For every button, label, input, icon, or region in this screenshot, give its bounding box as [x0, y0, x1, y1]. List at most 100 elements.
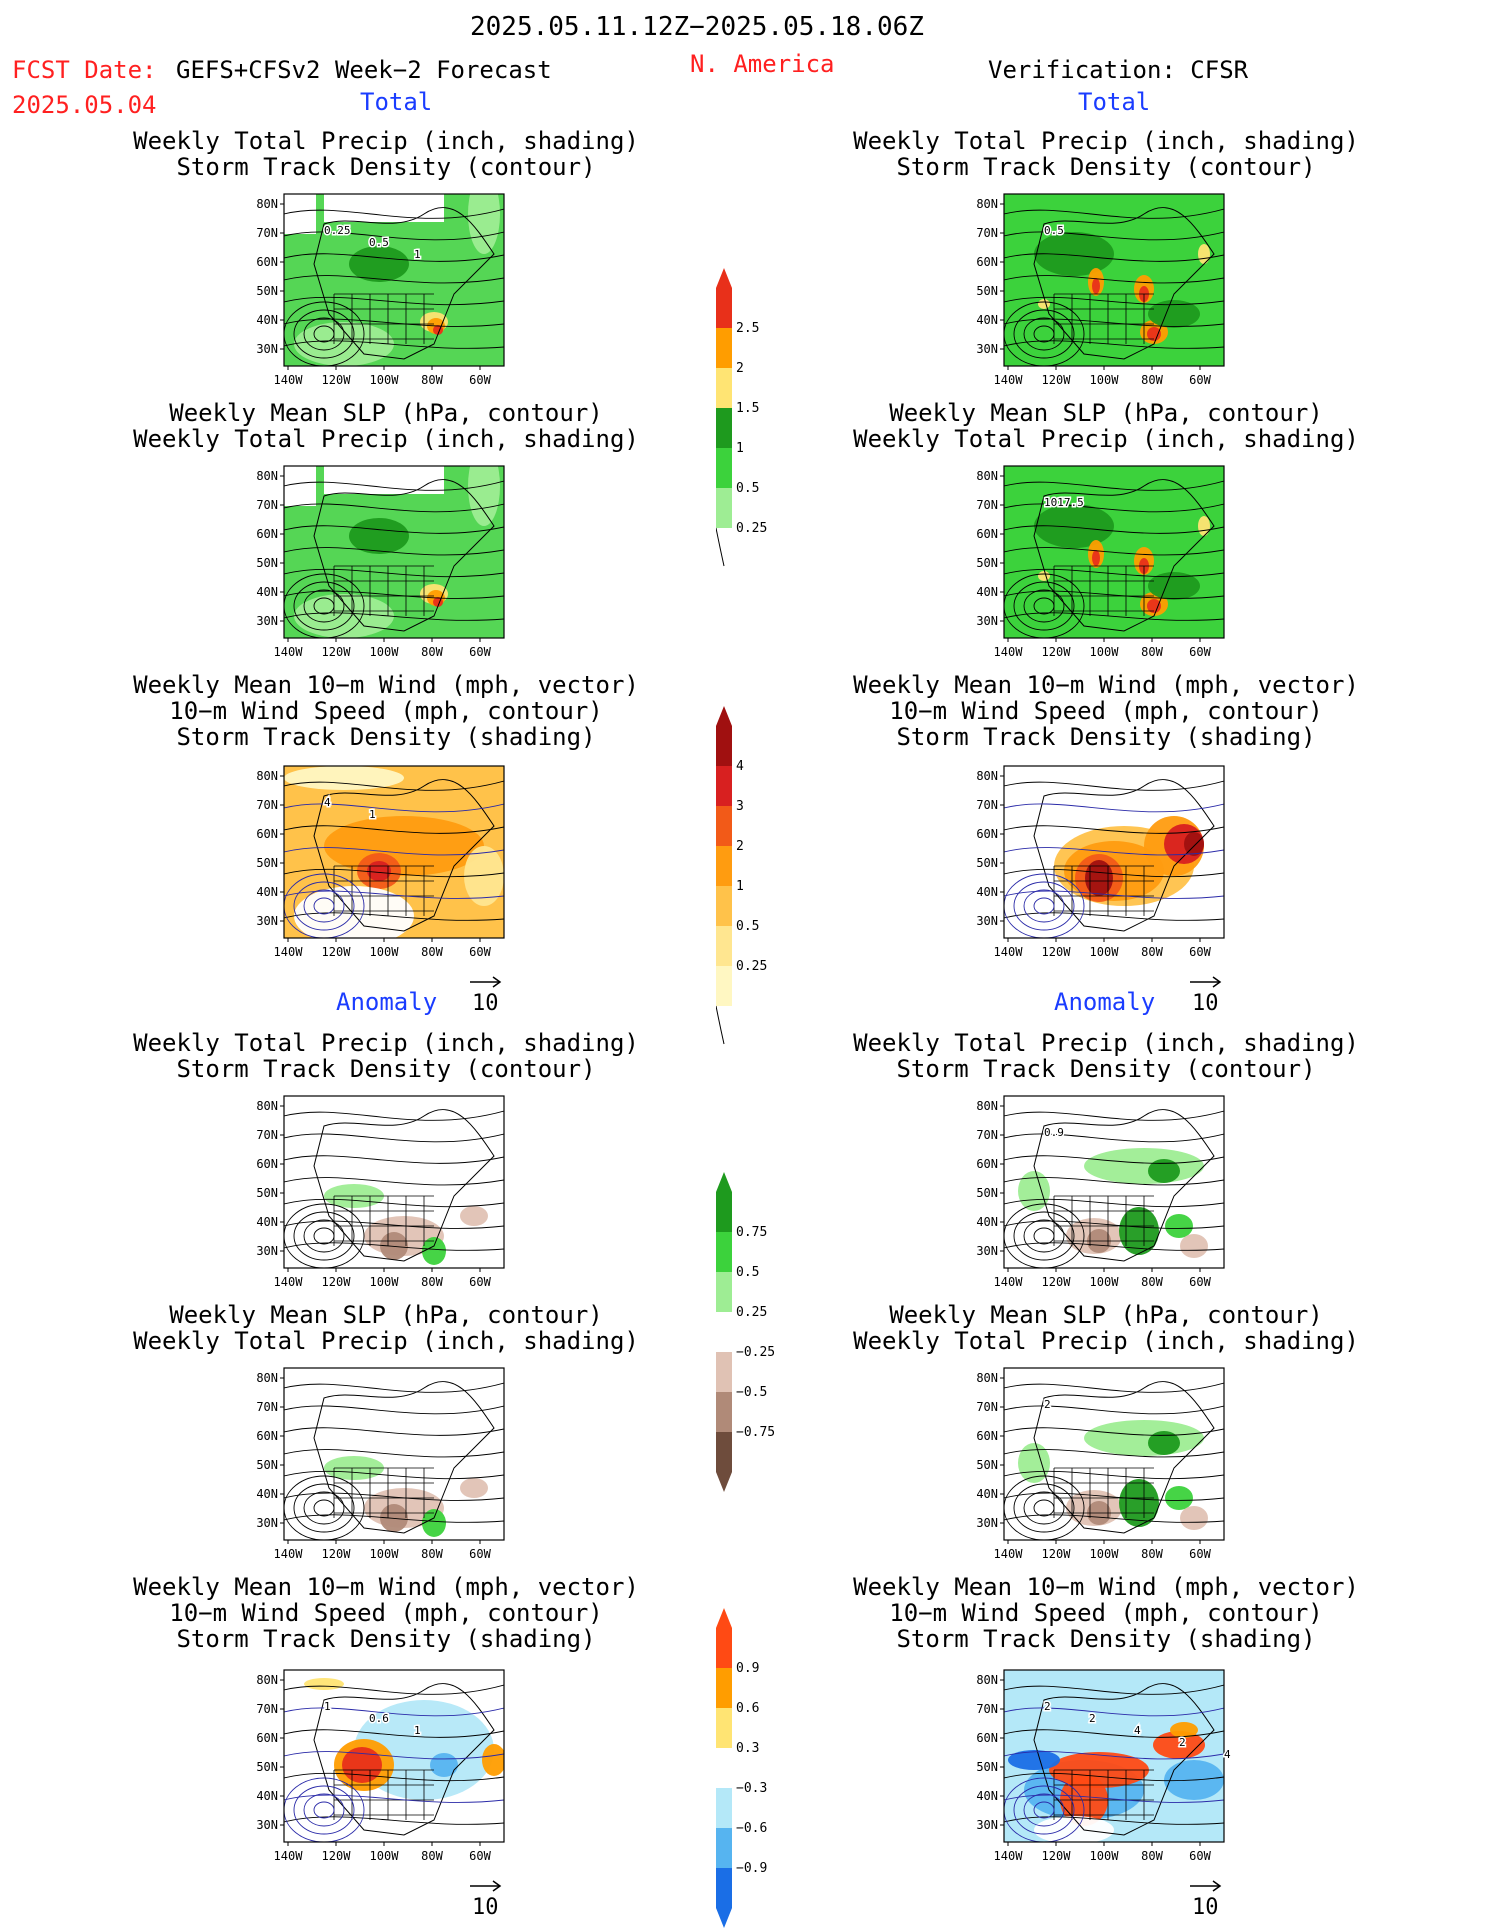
contour-line: [313, 1499, 335, 1517]
title-r1-line2: Storm Track Density (contour): [896, 153, 1316, 181]
lon-tick-label: 140W: [994, 1547, 1024, 1561]
shaded-region: [284, 766, 404, 790]
colorbar-top-arrow: [716, 1608, 732, 1628]
lat-tick-label: 40N: [976, 885, 998, 899]
shaded-region: [1084, 1148, 1204, 1184]
contour-label: 0.6: [369, 1712, 389, 1725]
title-r6-line3: Storm Track Density (shading): [896, 1625, 1316, 1653]
lat-tick-label: 60N: [976, 527, 998, 541]
contour-label: 1: [414, 1724, 421, 1737]
contour-line: [1004, 1203, 1085, 1268]
lon-tick-label: 120W: [322, 373, 352, 387]
contour-line: [1004, 525, 1224, 534]
title-l3: Weekly Mean 10−m Wind (mph, vector) 10−m…: [106, 672, 666, 750]
colorbar-label: −0.9: [736, 1861, 767, 1876]
contour-line: [1004, 1405, 1224, 1415]
map-frame: [283, 1095, 505, 1269]
shaded-region: [482, 1744, 504, 1776]
colorbar-swatch: [716, 328, 732, 368]
section-total-right: Total: [1078, 88, 1151, 116]
colorbar-svg: 0.9 0.6 0.3 −0.3 −0.6 −0.9: [716, 1608, 767, 1928]
contour-line: [1004, 480, 1224, 491]
fcst-date-label: FCST Date:: [12, 56, 157, 84]
contour-line: [284, 547, 504, 556]
lon-tick-label: 80W: [421, 645, 443, 659]
shaded-region: [1147, 599, 1161, 613]
lon-tick-label: 100W: [370, 1547, 400, 1561]
lat-tick-label: 60N: [976, 255, 998, 269]
contour-label: 4: [1224, 1748, 1231, 1761]
contour-line: [1004, 1751, 1224, 1760]
contour-line: [1004, 1684, 1224, 1695]
shaded-field: [284, 766, 504, 938]
contour-line: [1004, 1382, 1224, 1393]
lon-tick-label: 100W: [1090, 645, 1120, 659]
vector-ref-arrow-icon: [1190, 1880, 1222, 1892]
shaded-field: [1004, 466, 1224, 638]
colorbar-top-arrow: [716, 1172, 732, 1192]
colorbar-svg: 4 3 2 1 0.5 0.25: [715, 706, 767, 1045]
coastline: [313, 779, 495, 932]
shaded-field: [1004, 766, 1224, 938]
no-precip-area: [284, 194, 316, 234]
contour-line: [1033, 897, 1055, 915]
colorbar-swatch: [716, 726, 732, 766]
shaded-region: [1008, 1750, 1060, 1770]
shaded-region: [1092, 550, 1100, 566]
title-r5-line2: Weekly Total Precip (inch, shading): [853, 1327, 1359, 1355]
colorbar-swatch: [716, 966, 732, 1006]
colorbar-svg: 2.5 2 1.5 1 0.5 0.25: [715, 268, 767, 567]
colorbar-swatch: [716, 1392, 732, 1432]
section-anomaly-right: Anomaly: [1054, 988, 1156, 1016]
shaded-region: [1034, 1816, 1114, 1842]
shaded-region: [1038, 299, 1050, 309]
shaded-region: [1148, 300, 1200, 328]
shaded-region: [324, 816, 484, 876]
lat-tick-label: 80N: [976, 1099, 998, 1113]
lon-tick-label: 100W: [370, 645, 400, 659]
lat-tick-label: 50N: [256, 556, 278, 570]
lon-tick-label: 140W: [994, 1275, 1024, 1289]
map-frame: [1003, 193, 1225, 367]
contour-line: [1013, 309, 1075, 359]
no-precip-area: [324, 466, 444, 494]
contour-line: [1004, 1449, 1224, 1458]
shaded-region: [1147, 327, 1161, 341]
map-frame: [283, 1669, 505, 1843]
lat-tick-label: 60N: [976, 1157, 998, 1171]
vector-ref-value: 10: [472, 991, 499, 1016]
shaded-field: [284, 1368, 504, 1540]
no-precip-area: [324, 194, 444, 222]
contour-line: [284, 825, 504, 834]
map-svg: 80N 70N 60N 50N 40N 30N 140W 120W 100W 80W 60W: [256, 1367, 505, 1561]
shaded-region: [367, 861, 391, 881]
lon-tick-label: 80W: [1141, 1849, 1163, 1863]
contour-line: [1004, 296, 1224, 306]
contour-line: [1004, 1110, 1224, 1121]
contour-line: [1004, 1220, 1224, 1229]
vector-ref-arrow-icon: [470, 1880, 502, 1892]
map-precip-storm-total-verification: 0.5 80N 70N 60N 50N 40N 30N 140W 120W 100W 80W 60W: [954, 188, 1244, 406]
lon-tick-label: 140W: [994, 373, 1024, 387]
map-frame: [1003, 1669, 1225, 1843]
colorbar-swatch: [716, 368, 732, 408]
lat-tick-label: 30N: [256, 1516, 278, 1530]
shaded-region: [1038, 571, 1050, 581]
colorbar-swatch: [716, 1352, 732, 1392]
title-r2-line1: Weekly Mean SLP (hPa, contour): [889, 399, 1323, 427]
lon-tick-label: 80W: [421, 1849, 443, 1863]
title-r3-line3: Storm Track Density (shading): [896, 723, 1316, 751]
title-l6-line1: Weekly Mean 10−m Wind (mph, vector): [133, 1573, 639, 1601]
shaded-region: [460, 1478, 488, 1498]
lat-tick-label: 80N: [976, 469, 998, 483]
contour-line: [293, 881, 355, 931]
lon-tick-label: 120W: [1042, 645, 1072, 659]
contour-line: [1013, 1211, 1075, 1261]
lon-tick-label: 140W: [274, 1547, 304, 1561]
lon-tick-label: 60W: [1189, 645, 1211, 659]
contour-line: [303, 1219, 345, 1253]
lat-tick-label: 60N: [976, 827, 998, 841]
colorbar-storm-total: 4 3 2 1 0.5 0.25: [715, 706, 796, 1050]
lon-tick-label: 140W: [994, 645, 1024, 659]
colorbar-top-arrow: [716, 706, 732, 726]
